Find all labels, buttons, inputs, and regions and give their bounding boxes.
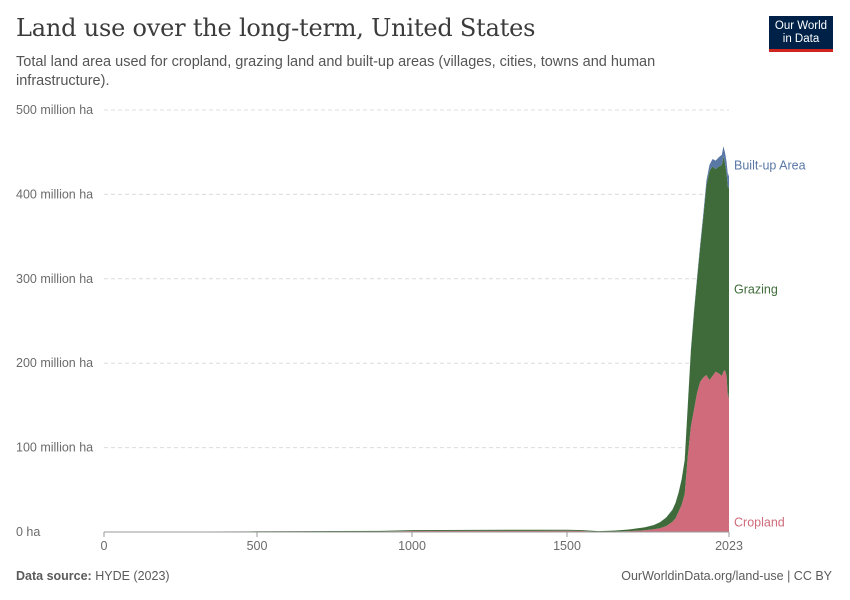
- source-url[interactable]: OurWorldinData.org/land-use | CC BY: [621, 569, 832, 583]
- x-axis: 0 500 1000 1500 2023: [101, 531, 743, 553]
- owid-logo[interactable]: Our World in Data: [769, 16, 833, 52]
- series-labels: Cropland Grazing Built-up Area: [734, 158, 806, 529]
- y-tick-label: 100 million ha: [16, 441, 93, 455]
- logo-line-1: Our World: [774, 20, 828, 32]
- area-built-up-area: [104, 146, 729, 532]
- y-tick-label: 200 million ha: [16, 356, 93, 370]
- y-tick-label: 300 million ha: [16, 272, 93, 286]
- y-axis: 0 ha 100 million ha 200 million ha 300 mill…: [16, 103, 93, 539]
- series-label-cropland: Cropland: [734, 515, 785, 529]
- area-cropland: [104, 369, 729, 532]
- x-tick-label: 0: [101, 539, 108, 553]
- logo-line-2: in Data: [782, 33, 820, 45]
- x-tick-label: 1500: [553, 539, 581, 553]
- y-tick-label: 400 million ha: [16, 187, 93, 201]
- data-source: Data source: HYDE (2023): [16, 569, 170, 583]
- chart-title: Land use over the long-term, United Stat…: [16, 14, 536, 42]
- x-tick-label: 2023: [715, 539, 743, 553]
- data-source-label: Data source:: [16, 569, 92, 583]
- series-label-grazing: Grazing: [734, 282, 778, 296]
- y-tick-label: 500 million ha: [16, 103, 93, 117]
- chart-subtitle: Total land area used for cropland, grazi…: [16, 54, 656, 89]
- stacked-areas: [104, 146, 729, 533]
- series-label-built-up-area: Built-up Area: [734, 158, 806, 172]
- x-tick-label: 1000: [398, 539, 426, 553]
- area-grazing: [104, 156, 729, 533]
- y-tick-label: 0 ha: [16, 525, 40, 539]
- grid-lines: [104, 109, 729, 449]
- data-source-value[interactable]: HYDE (2023): [95, 569, 170, 583]
- x-tick-label: 500: [247, 539, 268, 553]
- land-use-chart: 0 ha 100 million ha 200 million ha 300 mill…: [16, 103, 806, 553]
